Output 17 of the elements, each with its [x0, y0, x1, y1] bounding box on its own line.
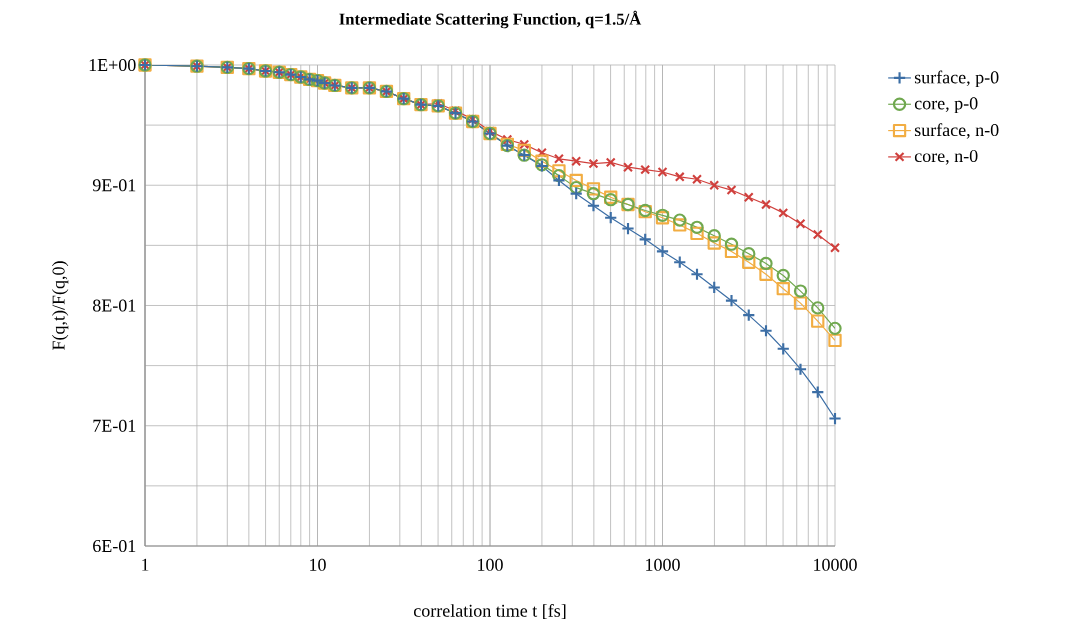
chart-title: Intermediate Scattering Function, q=1.5/Å — [339, 10, 642, 29]
x-tick-label: 10 — [310, 558, 326, 571]
legend-label: core, n-0 — [914, 149, 978, 165]
x-tick-label: 100 — [478, 558, 503, 571]
legend-label: core, p-0 — [914, 97, 978, 114]
y-tick-label: 1E+00 — [89, 58, 136, 72]
y-tick-label: 6E-01 — [93, 539, 136, 553]
y-axis-title: F(q,t)/F(q,0) — [52, 261, 69, 350]
x-tick-label: 1 — [142, 558, 149, 571]
legend-label: surface, p-0 — [914, 70, 999, 88]
y-tick-label: 9E-01 — [92, 179, 136, 192]
x-tick-label: 10000 — [814, 558, 857, 571]
x-axis-title: correlation time t [fs] — [413, 604, 566, 620]
legend-label: surface, n-0 — [914, 123, 999, 139]
y-tick-label: 8E-01 — [92, 299, 136, 312]
x-tick-label: 1000 — [646, 558, 680, 571]
y-tick-label: 7E-01 — [93, 419, 136, 432]
